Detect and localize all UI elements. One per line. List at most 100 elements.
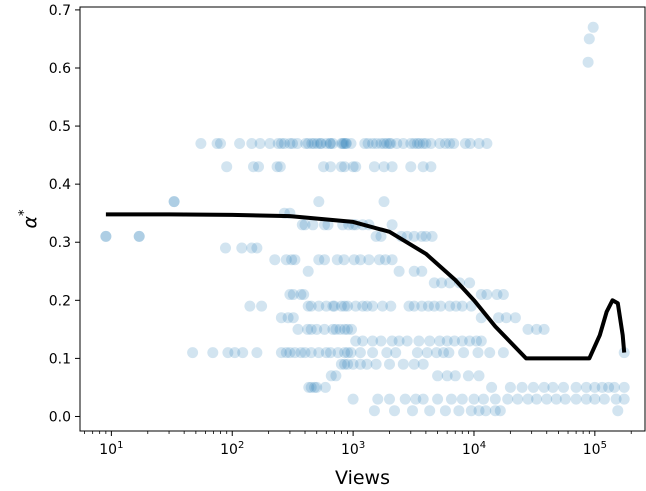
scatter-point: [384, 138, 395, 149]
scatter-point: [434, 335, 446, 347]
scatter-point: [445, 393, 457, 405]
scatter-point: [320, 347, 332, 359]
scatter-point: [254, 138, 266, 149]
scatter-point: [305, 381, 317, 393]
scatter-point: [335, 138, 347, 149]
scatter-point: [345, 347, 357, 359]
scatter-point: [286, 254, 298, 266]
scatter-point: [414, 138, 426, 149]
scatter-point: [386, 219, 398, 231]
scatter-point: [328, 300, 340, 312]
scatter-point: [378, 138, 390, 149]
scatter-point: [236, 242, 248, 254]
scatter-point: [431, 347, 442, 359]
scatter-point: [229, 347, 241, 359]
scatter-point: [386, 335, 398, 347]
y-axis-title-sup: *: [17, 209, 32, 216]
scatter-point: [347, 358, 359, 370]
scatter-point: [302, 323, 314, 335]
scatter-point: [315, 138, 327, 149]
scatter-point: [313, 196, 325, 208]
scatter-point: [587, 21, 599, 33]
scatter-point: [408, 138, 420, 149]
scatter-point: [401, 335, 413, 347]
scatter-point: [275, 312, 287, 324]
scatter-point: [299, 219, 311, 231]
scatter-points: [100, 21, 630, 417]
scatter-point: [339, 300, 351, 312]
scatter-point: [133, 230, 145, 242]
scatter-point: [473, 405, 485, 417]
scatter-point: [246, 138, 258, 149]
scatter-point: [251, 347, 263, 359]
scatter-point: [391, 138, 403, 149]
scatter-point: [371, 138, 382, 149]
scatter-point: [424, 335, 436, 347]
scatter-point: [221, 161, 233, 173]
scatter-point: [450, 300, 462, 312]
scatter-point: [357, 300, 369, 312]
scatter-point: [319, 381, 331, 393]
scatter-point: [538, 381, 550, 393]
x-tick-label: 103: [341, 440, 365, 458]
scatter-point: [456, 300, 468, 312]
y-tick-label: 0.5: [49, 119, 71, 135]
scatter-point: [133, 230, 145, 242]
x-tick-label: 102: [220, 440, 244, 458]
scatter-point: [475, 289, 487, 300]
scatter-point: [377, 300, 388, 312]
y-tick-label: 0.3: [49, 235, 71, 251]
scatter-point: [417, 138, 429, 149]
plot-frame: [79, 6, 646, 432]
scatter-point: [500, 312, 512, 324]
scatter-point: [456, 335, 468, 347]
scatter-point: [187, 347, 199, 359]
scatter-point: [313, 347, 325, 359]
scatter-point: [432, 370, 444, 382]
scatter-point: [327, 323, 339, 335]
scatter-point: [413, 335, 425, 347]
scatter-point: [464, 335, 476, 347]
scatter-point: [291, 138, 303, 149]
scatter-point: [295, 289, 307, 300]
scatter-point: [417, 358, 429, 370]
scatter-point: [287, 289, 299, 300]
y-tick-label: 0.6: [49, 61, 71, 77]
scatter-point: [367, 138, 379, 149]
scatter-point: [325, 138, 336, 149]
scatter-point: [211, 138, 223, 149]
scatter-point: [274, 161, 286, 173]
scatter-point: [481, 289, 493, 300]
scatter-point: [318, 161, 330, 173]
scatter-point: [417, 161, 429, 173]
scatter-point: [420, 230, 432, 242]
scatter-point: [335, 300, 347, 312]
scatter-point: [493, 312, 505, 324]
scatter-point: [325, 347, 336, 359]
scatter-point: [570, 393, 582, 405]
scatter-point: [416, 230, 428, 242]
scatter-point: [367, 335, 379, 347]
scatter-point: [251, 242, 263, 254]
scatter-point: [289, 347, 301, 359]
scatter-point: [420, 138, 432, 149]
scatter-point: [311, 381, 323, 393]
scatter-point: [311, 138, 323, 149]
y-tick-label: 0.2: [49, 293, 71, 309]
scatter-point: [411, 347, 423, 359]
scatter-point: [320, 138, 332, 149]
scatter-point: [342, 347, 354, 359]
scatter-point: [416, 300, 428, 312]
scatter-point: [441, 335, 453, 347]
scatter-point: [373, 254, 385, 266]
scatter-point: [354, 358, 366, 370]
scatter-point: [319, 323, 330, 335]
scatter-point: [302, 265, 314, 277]
x-tick-label: 101: [99, 440, 123, 458]
scatter-point: [346, 323, 357, 335]
scatter-point: [367, 347, 379, 359]
scatter-point: [439, 405, 451, 417]
scatter-point: [472, 347, 484, 359]
scatter-point: [368, 161, 380, 173]
scatter-point: [449, 370, 461, 382]
